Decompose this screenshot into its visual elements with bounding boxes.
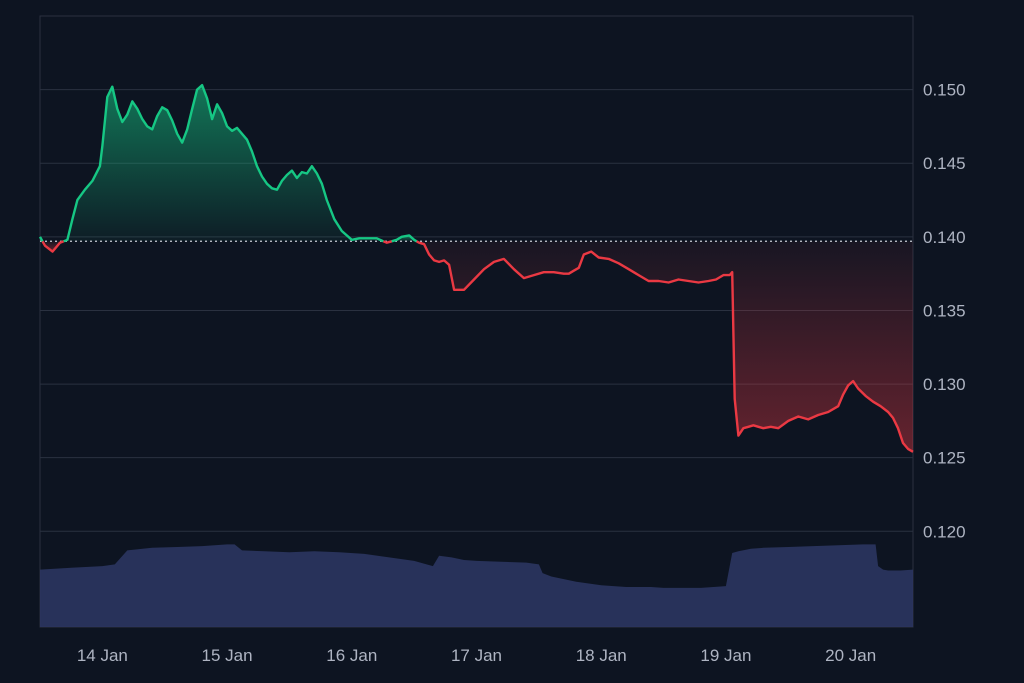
price-area-fills bbox=[40, 85, 913, 452]
down-area-5 bbox=[416, 241, 913, 452]
up-area-2 bbox=[63, 85, 384, 242]
down-line-5 bbox=[416, 240, 914, 453]
y-tick-0.135: 0.135 bbox=[923, 301, 966, 320]
y-tick-0.150: 0.150 bbox=[923, 81, 966, 100]
y-tick-0.125: 0.125 bbox=[923, 449, 966, 468]
x-tick-14-jan: 14 Jan bbox=[77, 646, 128, 665]
y-tick-0.145: 0.145 bbox=[923, 154, 966, 173]
x-tick-20-jan: 20 Jan bbox=[825, 646, 876, 665]
y-tick-0.140: 0.140 bbox=[923, 228, 966, 247]
volume-area bbox=[40, 544, 913, 627]
up-line-0 bbox=[38, 236, 44, 242]
down-line-3 bbox=[382, 240, 393, 244]
y-tick-0.120: 0.120 bbox=[923, 522, 966, 541]
volume-shape bbox=[40, 544, 913, 627]
down-line-1 bbox=[41, 240, 65, 253]
up-line-2 bbox=[63, 84, 384, 243]
x-tick-19-jan: 19 Jan bbox=[700, 646, 751, 665]
x-axis-labels: 14 Jan 15 Jan 16 Jan 17 Jan 18 Jan 19 Jan 20 J… bbox=[77, 646, 876, 665]
y-axis-labels: 0.150 0.145 0.140 0.135 0.130 0.125 0.120 bbox=[923, 81, 966, 542]
x-tick-17-jan: 17 Jan bbox=[451, 646, 502, 665]
x-tick-15-jan: 15 Jan bbox=[202, 646, 253, 665]
y-tick-0.130: 0.130 bbox=[923, 375, 966, 394]
up-line-4 bbox=[391, 234, 418, 243]
x-tick-16-jan: 16 Jan bbox=[326, 646, 377, 665]
x-tick-18-jan: 18 Jan bbox=[576, 646, 627, 665]
price-line bbox=[38, 84, 914, 453]
